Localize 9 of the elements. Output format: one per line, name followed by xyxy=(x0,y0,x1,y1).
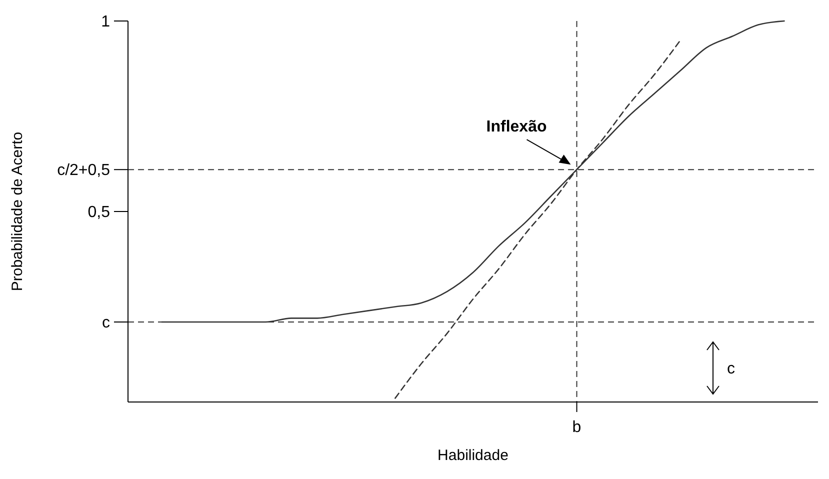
annotation: c xyxy=(727,360,735,378)
x-axis-title: Habilidade xyxy=(438,447,508,464)
y-tick-label: c xyxy=(102,314,110,332)
y-axis-title: Probabilidade de Acerto xyxy=(9,132,26,292)
y-tick-label: 1 xyxy=(101,14,110,31)
y-tick-label: c/2+0,5 xyxy=(57,162,110,180)
annotation: Inflexão xyxy=(486,118,547,136)
y-tick-label: 0,5 xyxy=(88,204,110,222)
x-tick-label: b xyxy=(572,419,582,436)
